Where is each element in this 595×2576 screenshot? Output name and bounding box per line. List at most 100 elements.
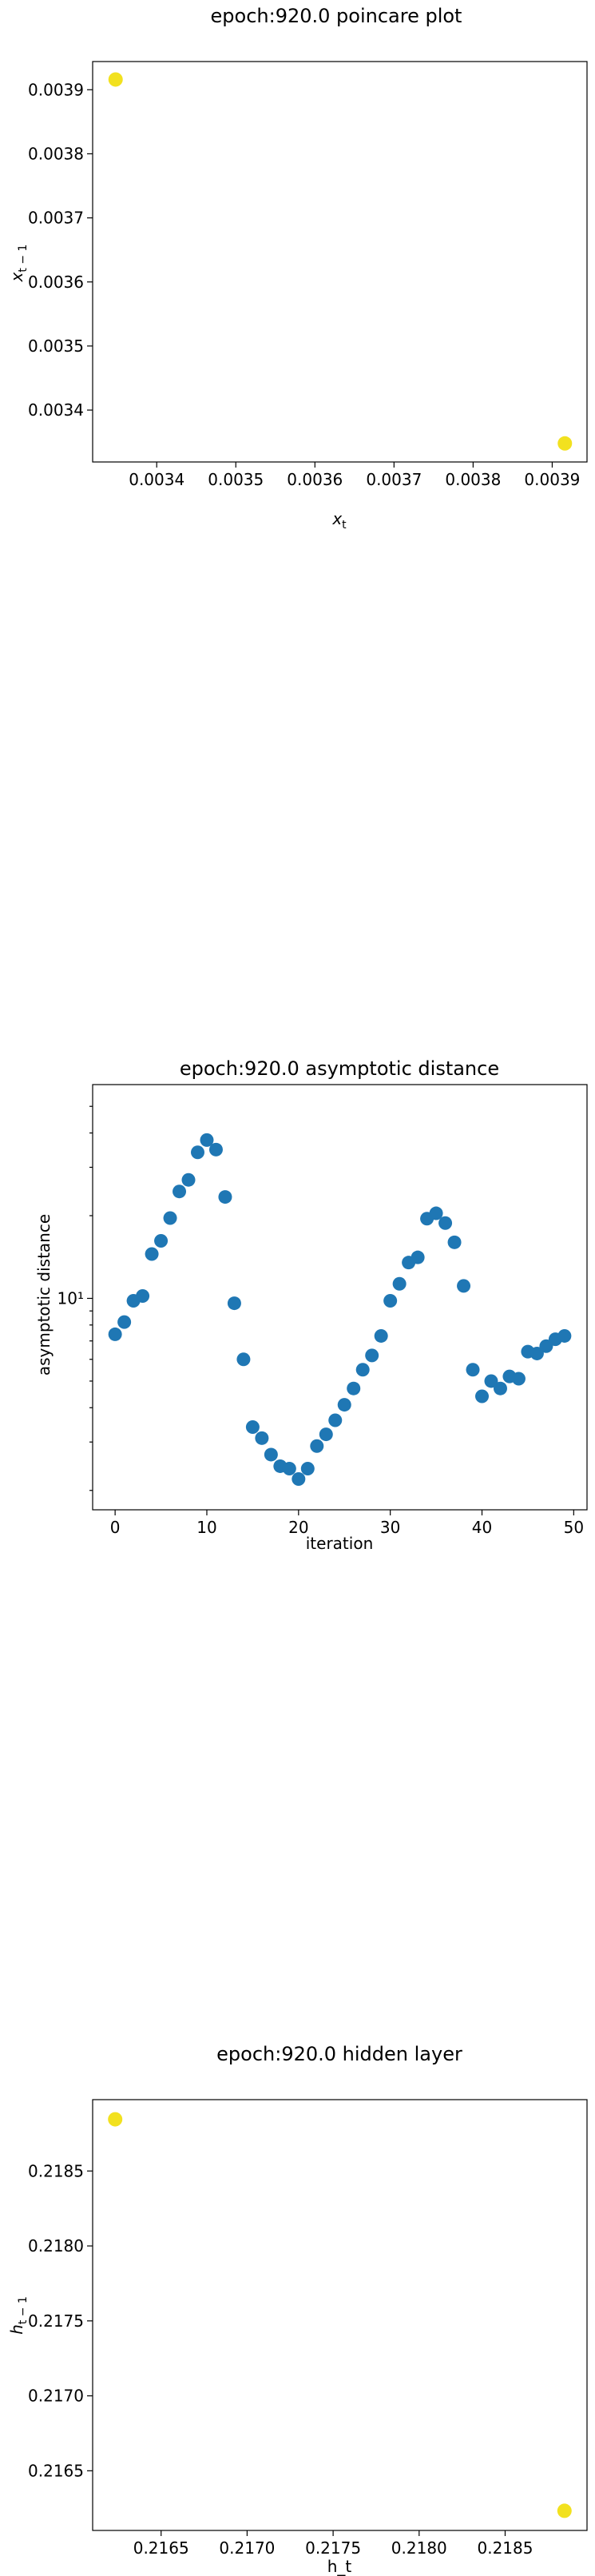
x-axis-label-hidden: h_t [327,2557,352,2576]
plot-frame-hidden [92,2099,588,2531]
data-point [117,1315,132,1329]
y-tick-label: 0.2175 [28,2311,84,2331]
data-point [429,1206,443,1220]
data-point [557,2503,572,2518]
x-axis-label-asymptotic: iteration [306,1534,374,1553]
data-point [484,1374,498,1388]
data-point [365,1348,379,1363]
chart-title-asymptotic: epoch:920.0 asymptotic distance [180,1057,499,1080]
data-point [511,1372,526,1386]
x-tick-label: 0.2165 [133,2538,189,2558]
data-point [374,1328,388,1343]
data-point [457,1279,471,1293]
y-tick-label: 0.0038 [28,144,84,163]
chart-title-hidden: epoch:920.0 hidden layer [216,2043,462,2065]
x-tick-label: 50 [564,1518,584,1537]
x-tick-label: 0.0037 [366,470,422,489]
y-axis-label-hidden: ht − 1 [7,2296,30,2335]
chart-hidden-layer: epoch:920.0 hidden layer 0.2165 0.2170 0.2… [7,2043,588,2576]
data-point [245,1420,260,1435]
data-point [411,1250,425,1264]
y-tick-label: 0.2170 [28,2387,84,2406]
plot-frame-poincare [92,61,588,463]
y-tick-label: 0.0035 [28,336,84,356]
data-point [108,1327,122,1341]
y-ticks-hidden: 0.2165 0.2170 0.2175 0.2180 0.2185 [28,2161,93,2480]
x-tick-label: 0.0038 [445,470,501,489]
x-tick-label: 0.0036 [287,470,343,489]
data-point [255,1431,269,1445]
data-point [218,1190,232,1204]
y-ticks-asymptotic: 10¹ [58,1105,93,1491]
data-point [200,1133,214,1147]
points-asymptotic [108,1133,572,1487]
x-tick-label: 0.0035 [208,470,264,489]
chart-poincare: epoch:920.0 poincare plot 0.0034 0.0035 0.… [7,5,588,532]
x-ticks-asymptotic: 0 10 20 30 40 50 [110,1510,584,1537]
y-axis-label-asymptotic: asymptotic distance [34,1214,54,1376]
x-tick-label: 0.2170 [219,2538,275,2558]
data-point [530,1346,544,1360]
data-point [319,1427,333,1442]
data-point [227,1296,241,1311]
data-point [493,1381,507,1395]
data-point [190,1145,204,1160]
y-axis-label-poincare: xt − 1 [7,245,30,283]
x-ticks-poincare: 0.0034 0.0035 0.0036 0.0037 0.0038 0.0039 [129,462,580,489]
data-point [163,1211,177,1225]
x-tick-label: 30 [380,1518,400,1537]
data-point [310,1439,324,1453]
points-poincare [108,72,573,451]
x-ticks-hidden: 0.2165 0.2170 0.2175 0.2180 0.2185 [133,2530,533,2558]
x-tick-label: 20 [288,1518,308,1537]
data-point [337,1398,351,1412]
y-tick-label: 0.2180 [28,2236,84,2255]
data-point [264,1447,278,1462]
data-point [181,1173,196,1187]
data-point [208,1142,223,1157]
data-point [136,1289,150,1304]
y-tick-label: 0.0036 [28,273,84,292]
y-tick-label: 10¹ [58,1288,84,1308]
x-tick-label: 0.0034 [129,470,184,489]
x-tick-label: 0.0039 [524,470,580,489]
x-tick-label: 10 [196,1518,216,1537]
data-point [328,1413,343,1427]
x-tick-label: 0.2175 [305,2538,361,2558]
y-tick-label: 0.0037 [28,209,84,228]
data-point [438,1216,453,1230]
y-tick-label: 0.2185 [28,2161,84,2180]
data-point [447,1235,462,1249]
y-tick-label: 0.2165 [28,2461,84,2480]
data-point [108,2112,123,2127]
data-point [475,1389,490,1403]
data-point [392,1276,407,1291]
y-tick-label: 0.0034 [28,400,84,420]
x-axis-label-poincare: xt [331,509,347,532]
data-point [282,1462,296,1476]
x-tick-label: 0.2180 [391,2538,447,2558]
data-point [173,1184,187,1199]
data-point [557,1328,572,1343]
chart-title-poincare: epoch:920.0 poincare plot [211,5,462,27]
data-point [236,1352,251,1367]
chart-asymptotic-distance: epoch:920.0 asymptotic distance 0 10 20 30 4… [34,1057,588,1553]
data-point [154,1233,169,1248]
y-ticks-poincare: 0.0034 0.0035 0.0036 0.0037 0.0038 0.0039 [28,80,93,420]
plot-frame-asymptotic [92,1084,588,1511]
data-point [292,1472,306,1487]
points-hidden [108,2112,572,2518]
x-tick-label: 0.2185 [477,2538,533,2558]
x-tick-label: 0 [110,1518,121,1537]
data-point [347,1381,361,1395]
data-point [355,1363,370,1377]
data-point [300,1462,315,1476]
y-tick-label: 0.0039 [28,80,84,99]
data-point [145,1247,159,1261]
data-point [466,1363,480,1377]
data-point [383,1293,398,1308]
data-point [108,72,123,87]
x-tick-label: 40 [472,1518,492,1537]
data-point [557,436,573,451]
